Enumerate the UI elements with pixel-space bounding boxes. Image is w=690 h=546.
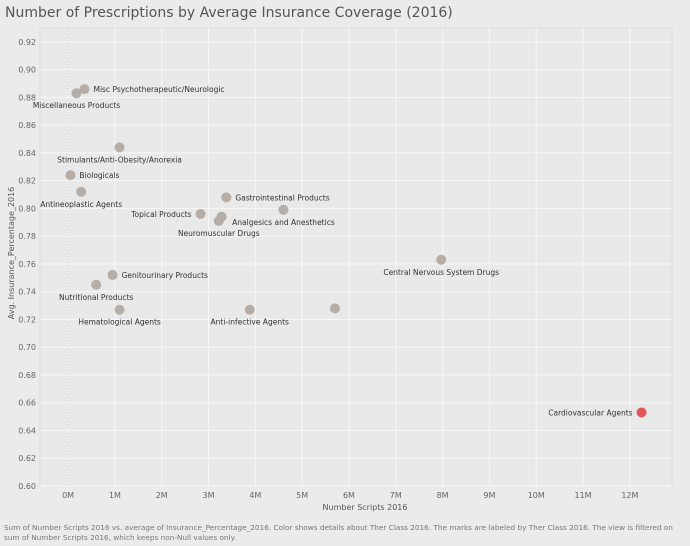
scatter-point[interactable] <box>76 186 87 197</box>
scatter-point[interactable] <box>71 88 82 99</box>
y-tick-label: 0.92 <box>18 38 36 47</box>
x-tick-label: 6M <box>343 491 355 500</box>
y-tick-label: 0.72 <box>18 315 36 324</box>
x-tick-label: 10M <box>528 491 545 500</box>
y-tick-label: 0.62 <box>18 454 36 463</box>
y-tick-label: 0.90 <box>18 66 36 75</box>
point-label: Nutritional Products <box>59 293 133 302</box>
scatter-point[interactable] <box>436 254 447 265</box>
x-tick-label: 4M <box>249 491 261 500</box>
y-axis-title: Avg. Insurance_Percentage_2016 <box>7 187 16 320</box>
scatter-point[interactable] <box>221 192 232 203</box>
scatter-point[interactable] <box>636 407 647 418</box>
x-tick-label: 3M <box>203 491 215 500</box>
point-label: Miscellaneous Products <box>33 101 120 110</box>
axes: 0M 1M 2M 3M 4M 5M 6M 7M 8M 9M 10M 11M 12M 0.60 0.62 0.6… <box>18 38 638 500</box>
point-label: Anti-infective Agents <box>211 318 289 327</box>
x-tick-label: 2M <box>156 491 168 500</box>
point-label: Genitourinary Products <box>122 271 208 280</box>
scatter-point[interactable] <box>329 303 340 314</box>
y-tick-label: 0.80 <box>18 204 36 213</box>
x-tick-label: 0M <box>62 491 74 500</box>
scatter-chart: 0M 1M 2M 3M 4M 5M 6M 7M 8M 9M 10M 11M 12M 0.60 0.62 0.6… <box>7 27 673 512</box>
x-tick-label: 11M <box>575 491 592 500</box>
scatter-point[interactable] <box>91 279 102 290</box>
grid <box>39 27 673 487</box>
y-tick-label: 0.84 <box>18 149 36 158</box>
point-label: Gastrointestinal Products <box>235 193 329 202</box>
point-label: Stimulants/Anti-Obesity/Anorexia <box>57 155 182 164</box>
scatter-point[interactable] <box>278 204 289 215</box>
footnote: Sum of Number Scripts 2016 vs. average o… <box>4 523 673 542</box>
scatter-point[interactable] <box>114 304 125 315</box>
plot-area <box>39 27 673 487</box>
chart-title: Number of Prescriptions by Average Insur… <box>5 5 453 21</box>
point-label: Neuromuscular Drugs <box>178 229 260 238</box>
x-axis-title: Number Scripts 2016 <box>323 503 408 512</box>
scatter-point[interactable] <box>195 208 206 219</box>
point-label: Cardiovascular Agents <box>548 408 632 417</box>
y-tick-label: 0.86 <box>18 121 36 130</box>
scatter-point[interactable] <box>114 142 125 153</box>
point-label: Antineoplastic Agents <box>40 200 122 209</box>
point-label: Analgesics and Anesthetics <box>232 218 335 227</box>
y-tick-label: 0.82 <box>18 177 36 186</box>
scatter-point[interactable] <box>244 304 255 315</box>
scatter-point[interactable] <box>216 211 227 222</box>
y-tick-label: 0.68 <box>18 371 36 380</box>
x-tick-label: 1M <box>109 491 121 500</box>
y-tick-label: 0.64 <box>18 426 36 435</box>
scatter-point[interactable] <box>107 270 118 281</box>
point-label: Biologicals <box>79 171 119 180</box>
y-tick-label: 0.88 <box>18 93 36 102</box>
scatter-point[interactable] <box>79 84 90 95</box>
x-tick-label: 12M <box>621 491 638 500</box>
x-tick-label: 7M <box>390 491 402 500</box>
point-label: Topical Products <box>130 210 191 219</box>
y-tick-label: 0.74 <box>18 288 36 297</box>
marks[interactable] <box>65 84 647 418</box>
point-label: Central Nervous System Drugs <box>383 268 499 277</box>
point-label: Misc Psychotherapeutic/Neurologic <box>93 85 224 94</box>
y-tick-label: 0.60 <box>18 482 36 491</box>
y-tick-label: 0.78 <box>18 232 36 241</box>
y-tick-label: 0.66 <box>18 399 36 408</box>
point-label: Hematological Agents <box>78 318 161 327</box>
scatter-point[interactable] <box>65 170 76 181</box>
x-tick-label: 5M <box>296 491 308 500</box>
y-tick-label: 0.70 <box>18 343 36 352</box>
x-tick-label: 9M <box>483 491 495 500</box>
y-tick-label: 0.76 <box>18 260 36 269</box>
mark-labels: Misc Psychotherapeutic/Neurologic Miscell… <box>33 85 633 417</box>
x-tick-label: 8M <box>437 491 449 500</box>
